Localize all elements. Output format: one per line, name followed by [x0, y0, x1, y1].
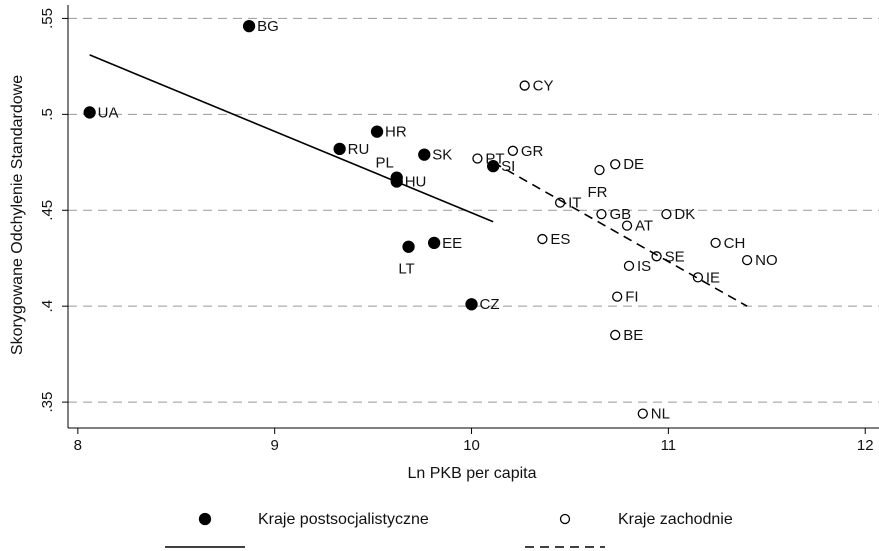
point-label: ES: [550, 231, 570, 248]
fit-line: [89, 54, 494, 223]
x-tick-label: 9: [271, 437, 279, 454]
legend-marker: [198, 512, 212, 526]
point: [623, 260, 635, 272]
point: [519, 80, 530, 91]
point-label: IS: [637, 258, 651, 275]
point: [465, 298, 478, 311]
point-label: NL: [651, 406, 670, 423]
point-label: HU: [405, 173, 427, 190]
point-label: SK: [432, 147, 452, 164]
point: [610, 329, 621, 341]
point-label: EE: [442, 235, 462, 252]
point: [594, 164, 605, 176]
point: [661, 208, 672, 220]
point-label: CZ: [480, 296, 500, 313]
legend-marker: [559, 513, 571, 525]
legend-label: Kraje postsocjalistyczne: [258, 511, 429, 528]
point: [242, 19, 256, 33]
y-axis-label: Skorygowane Odchylenie Standardowe: [9, 75, 26, 355]
point-label: SI: [501, 158, 515, 175]
point-label: DK: [674, 206, 695, 223]
point-label: BG: [257, 18, 279, 35]
y-tick-label: .35: [39, 392, 56, 413]
point-label: NO: [755, 252, 778, 269]
point: [610, 159, 621, 170]
point-label: LT: [398, 261, 414, 278]
y-tick-label: .5: [39, 108, 56, 121]
point-label: UA: [98, 104, 119, 121]
point-label: AT: [635, 218, 653, 235]
x-tick-label: 10: [463, 437, 480, 454]
point: [333, 142, 346, 156]
point: [537, 233, 548, 245]
legend-label: Kraje zachodnie: [618, 511, 733, 528]
y-tick-label: .4: [39, 300, 56, 313]
point: [370, 125, 384, 138]
y-tick-label: .55: [39, 8, 56, 29]
x-tick-label: 12: [857, 437, 874, 454]
point-label: GB: [609, 206, 631, 223]
x-tick-label: 8: [74, 437, 82, 454]
point: [418, 148, 431, 161]
point: [692, 272, 704, 283]
point-label: FI: [625, 289, 638, 306]
point-label: DE: [623, 156, 644, 173]
point-label: FR: [587, 184, 607, 201]
point: [427, 236, 441, 250]
point: [596, 208, 607, 220]
point: [472, 153, 483, 164]
point: [741, 254, 753, 266]
y-tick-label: .45: [39, 200, 56, 221]
point-label: GR: [521, 143, 544, 160]
point: [507, 145, 519, 156]
point: [621, 220, 633, 231]
point-label: PL: [376, 155, 394, 172]
point: [612, 291, 623, 302]
fit-line: [492, 161, 748, 307]
point-label: PT: [485, 150, 504, 167]
point-label: RU: [348, 141, 370, 158]
point: [402, 240, 415, 253]
point-label: CY: [533, 78, 554, 95]
point-label: BE: [623, 327, 643, 344]
point: [83, 106, 96, 119]
point: [710, 237, 721, 249]
point: [637, 408, 648, 419]
point-label: IE: [706, 269, 720, 286]
point-label: HR: [385, 124, 407, 141]
x-tick-label: 11: [661, 437, 677, 454]
point-label: CH: [724, 235, 746, 252]
x-axis-label: Ln PKB per capita: [408, 465, 537, 482]
point-label: SE: [665, 248, 685, 265]
